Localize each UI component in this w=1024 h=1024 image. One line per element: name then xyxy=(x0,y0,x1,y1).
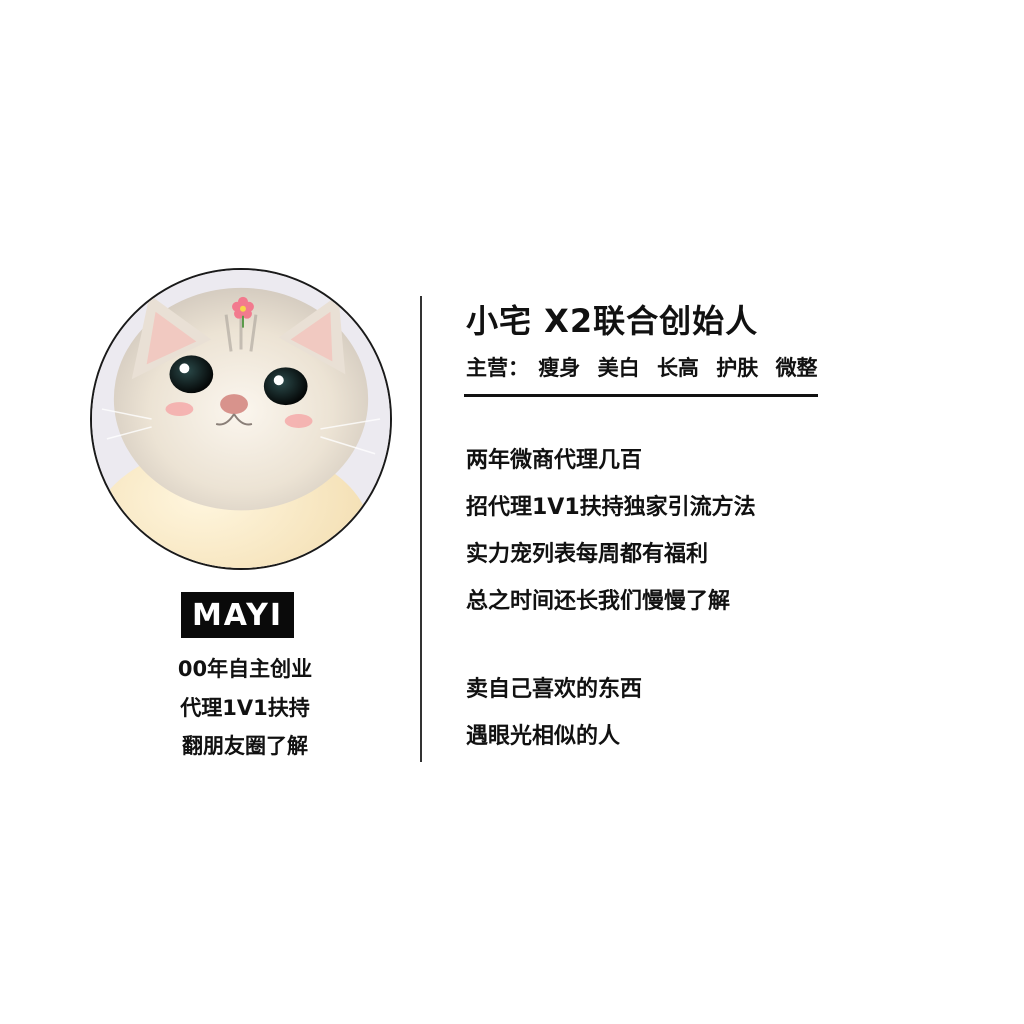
intro-text: 两年微商代理几百 招代理1V1扶持独家引流方法 实力宠列表每周都有福利 总之时间… xyxy=(466,437,756,625)
business-item: 微整 xyxy=(775,356,818,380)
left-line: 代理1V1扶持 xyxy=(180,695,310,720)
business-scope: 主营： 瘦身 美白 长高 护肤 微整 xyxy=(466,352,828,382)
left-description: 00年自主创业 代理1V1扶持 翻朋友圈了解 xyxy=(150,650,340,766)
business-item: 美白 xyxy=(597,356,640,380)
motto-text: 卖自己喜欢的东西 遇眼光相似的人 xyxy=(466,666,642,760)
horizontal-divider xyxy=(464,394,818,397)
page-title: 小宅 X2联合创始人 xyxy=(466,302,759,340)
intro-line: 招代理1V1扶持独家引流方法 xyxy=(466,495,756,520)
intro-line: 总之时间还长我们慢慢了解 xyxy=(466,589,731,614)
vertical-divider xyxy=(420,296,422,762)
business-item: 瘦身 xyxy=(538,356,581,380)
business-scope-label: 主营： xyxy=(466,356,529,380)
cat-photo-icon xyxy=(92,270,390,568)
business-item: 长高 xyxy=(656,356,699,380)
motto-line: 卖自己喜欢的东西 xyxy=(466,677,643,702)
avatar xyxy=(90,268,392,570)
intro-line: 两年微商代理几百 xyxy=(466,448,643,473)
left-line: 00年自主创业 xyxy=(177,657,313,681)
left-line: 翻朋友圈了解 xyxy=(182,734,308,758)
intro-line: 实力宠列表每周都有福利 xyxy=(466,542,709,567)
motto-line: 遇眼光相似的人 xyxy=(466,724,621,749)
name-badge: MAYI xyxy=(181,592,294,638)
business-item: 护肤 xyxy=(716,356,759,380)
